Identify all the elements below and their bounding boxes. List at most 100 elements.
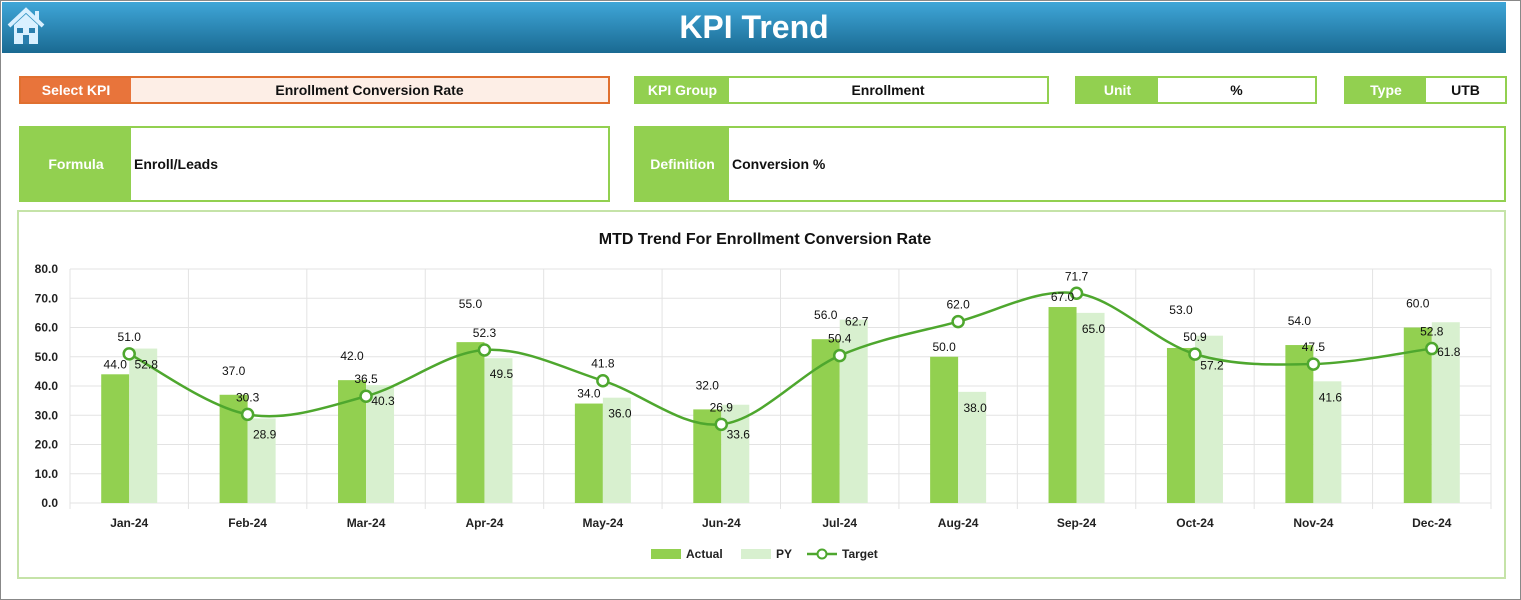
y-tick-label: 40.0: [35, 379, 59, 393]
py-data-label: 33.6: [727, 428, 751, 442]
kpi-group-value: Enrollment: [729, 78, 1047, 102]
py-data-label: 41.6: [1319, 390, 1343, 404]
target-marker: [477, 343, 492, 357]
bar-py: [247, 418, 276, 503]
trend-chart: MTD Trend For Enrollment Conversion Rate…: [35, 231, 1492, 561]
page-title: KPI Trend: [679, 9, 829, 45]
actual-data-label: 34.0: [577, 387, 601, 401]
target-data-label: 62.0: [946, 298, 970, 312]
py-data-label: 38.0: [963, 401, 987, 415]
legend-py-swatch: [741, 549, 771, 559]
formula-label: Formula: [21, 128, 131, 200]
kpi-group-label: KPI Group: [636, 78, 729, 102]
x-tick-label: Feb-24: [228, 516, 267, 530]
actual-data-label: 44.0: [104, 357, 128, 371]
target-data-label: 47.5: [1302, 340, 1326, 354]
legend-target-marker: [816, 548, 828, 560]
bar-actual: [1285, 345, 1314, 503]
py-data-label: 40.3: [371, 394, 395, 408]
y-tick-label: 10.0: [35, 467, 59, 481]
x-tick-label: Nov-24: [1293, 516, 1333, 530]
bar-py: [1076, 312, 1105, 503]
y-tick-label: 60.0: [35, 321, 59, 335]
type-label: Type: [1346, 78, 1426, 102]
definition-label: Definition: [636, 128, 729, 200]
target-marker: [1069, 286, 1084, 301]
target-data-label: 50.4: [828, 332, 852, 346]
target-marker: [714, 417, 729, 432]
home-icon[interactable]: [6, 6, 46, 46]
target-marker: [359, 389, 373, 403]
x-tick-label: Jun-24: [702, 516, 741, 530]
unit-label: Unit: [1077, 78, 1158, 102]
target-data-label: 52.8: [1420, 325, 1444, 339]
target-marker: [1306, 357, 1321, 371]
bar-actual: [101, 374, 130, 503]
type-value: UTB: [1426, 78, 1505, 102]
definition-value: Conversion %: [729, 128, 1504, 200]
y-tick-label: 20.0: [35, 438, 59, 452]
bar-py: [484, 358, 513, 503]
bar-actual: [930, 356, 959, 503]
target-data-label: 50.9: [1183, 330, 1207, 344]
x-tick-label: Aug-24: [938, 516, 979, 530]
actual-data-label: 54.0: [1288, 314, 1312, 328]
actual-data-label: 67.0: [1051, 290, 1075, 304]
bar-py: [1194, 335, 1223, 503]
py-data-label: 57.2: [1200, 359, 1224, 373]
legend-target-label: Target: [842, 547, 878, 561]
formula-value: Enroll/Leads: [131, 128, 608, 200]
bar-actual: [1048, 307, 1077, 503]
target-marker: [240, 407, 255, 422]
actual-data-label: 55.0: [459, 297, 483, 311]
bar-py: [602, 397, 631, 503]
y-tick-label: 50.0: [35, 350, 59, 364]
legend-actual-swatch: [651, 549, 681, 559]
x-tick-label: Jul-24: [822, 516, 857, 530]
target-data-label: 52.3: [473, 326, 497, 340]
x-tick-label: May-24: [583, 516, 624, 530]
actual-data-label: 56.0: [814, 308, 838, 322]
py-data-label: 49.5: [490, 367, 514, 381]
bar-actual: [811, 339, 840, 503]
x-tick-label: Sep-24: [1057, 516, 1097, 530]
actual-data-label: 32.0: [696, 378, 720, 392]
actual-data-label: 60.0: [1406, 297, 1430, 311]
actual-data-label: 53.0: [1169, 303, 1193, 317]
y-tick-label: 30.0: [35, 408, 59, 422]
target-marker: [122, 347, 136, 361]
target-data-label: 51.0: [118, 330, 142, 344]
type-field: Type UTB: [1344, 76, 1507, 104]
y-tick-label: 0.0: [41, 496, 58, 510]
select-kpi-dropdown[interactable]: Enrollment Conversion Rate: [131, 78, 608, 102]
py-data-label: 36.0: [608, 407, 632, 421]
actual-data-label: 37.0: [222, 364, 246, 378]
py-data-label: 65.0: [1082, 322, 1106, 336]
target-marker: [832, 348, 847, 363]
bar-py: [129, 348, 158, 503]
py-data-label: 62.7: [845, 315, 869, 329]
x-tick-label: Oct-24: [1176, 516, 1214, 530]
target-data-label: 36.5: [354, 372, 378, 386]
chart-title: MTD Trend For Enrollment Conversion Rate: [599, 231, 932, 248]
kpi-group-field: KPI Group Enrollment: [634, 76, 1049, 104]
target-data-label: 71.7: [1065, 269, 1089, 283]
header-bar: KPI Trend: [2, 2, 1506, 53]
target-marker: [1425, 341, 1439, 356]
target-marker: [1188, 347, 1202, 361]
target-marker: [596, 373, 610, 388]
bar-actual: [456, 342, 485, 503]
target-data-label: 26.9: [710, 400, 734, 414]
target-marker: [951, 314, 965, 329]
bar-py: [1313, 381, 1342, 503]
py-data-label: 61.8: [1437, 345, 1461, 359]
y-tick-label: 70.0: [35, 291, 59, 305]
actual-data-label: 50.0: [932, 340, 956, 354]
y-tick-label: 80.0: [35, 262, 59, 276]
formula-field: Formula Enroll/Leads: [19, 126, 610, 202]
bar-actual: [574, 403, 603, 503]
unit-value: %: [1158, 78, 1315, 102]
unit-field: Unit %: [1075, 76, 1317, 104]
x-tick-label: Jan-24: [110, 516, 148, 530]
bar-actual: [1166, 347, 1195, 503]
